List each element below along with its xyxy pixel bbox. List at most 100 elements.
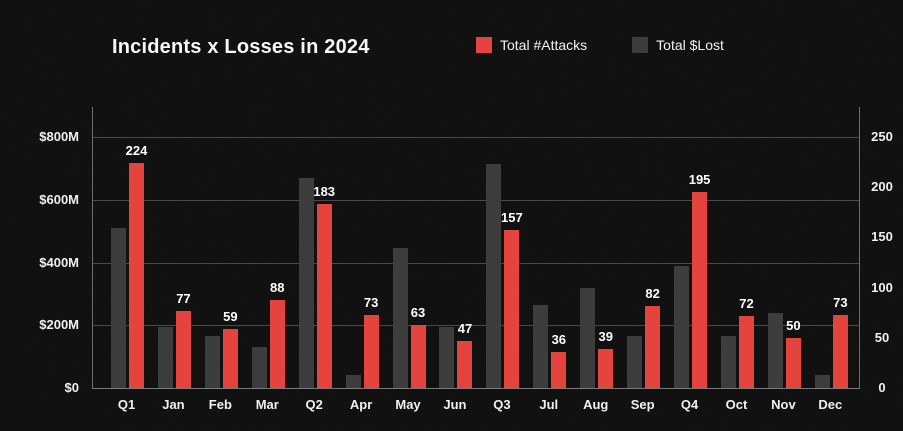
total-attacks-bar: 39 [598,329,614,388]
total-attacks-bar: 88 [269,280,285,388]
attacks-value-label: 224 [125,143,148,158]
total-attacks-bar: 36 [551,332,567,388]
total-lost-bar [767,313,783,388]
legend-item-lost: Total $Lost [632,36,724,53]
bar-group-feb: 59 [204,309,238,388]
bar-group-sep: 82 [627,286,661,388]
x-axis-label-nov: Nov [771,397,796,412]
total-lost-bar [580,288,596,388]
total-lost-bar [392,248,408,388]
attacks-value-label: 59 [223,309,238,324]
total-attacks-bar: 73 [832,295,848,388]
x-axis-label-may: May [395,397,421,412]
left-axis-tick-label: $0 [64,380,79,395]
left-axis: $800M $600M $400M $200M $0 [0,0,79,431]
total-lost-bar [814,375,830,388]
right-axis-tick-label: 250 [871,129,893,144]
total-lost-bar [111,228,126,388]
attacks-value-label: 72 [739,296,754,311]
total-lost-bar [533,305,549,388]
legend: Total #Attacks Total $Lost [476,36,724,53]
total-lost-bar [204,336,220,388]
attacks-value-label: 73 [833,295,848,310]
total-attacks-bar: 195 [689,172,710,388]
x-axis-label-oct: Oct [725,397,748,412]
total-attacks-bar: 63 [410,305,426,388]
total-lost-bar [345,375,361,388]
bars-layer: 224 77 59 88 183 73 63 47 157 36 39 82 195 72 50 73 [93,107,859,388]
attacks-value-label: 39 [598,329,613,344]
x-axis-label-feb: Feb [208,397,232,412]
bar-group-jul: 36 [533,305,567,388]
gridline [93,137,859,138]
x-axis-label-jun: Jun [443,397,467,412]
total-lost-bar [720,336,736,388]
total-lost-bar [627,336,643,388]
total-attacks-bar: 82 [645,286,661,388]
x-axis-label-dec: Dec [818,397,843,412]
attacks-value-label: 183 [313,184,336,199]
lost-swatch-icon [632,36,649,53]
legend-label-attacks: Total #Attacks [500,36,588,53]
x-axis-label-jul: Jul [539,397,559,412]
attacks-value-label: 36 [551,332,567,347]
attacks-swatch-icon [476,36,492,53]
attacks-value-label: 73 [363,295,379,310]
total-attacks-bar: 183 [313,184,335,388]
attacks-value-label: 47 [457,321,473,336]
attacks-value-label: 63 [410,305,426,320]
right-axis: 250 200 150 100 50 0 [864,0,900,431]
x-axis-label-jan: Jan [162,397,185,412]
left-axis-tick-label: $200M [39,317,79,333]
attacks-value-label: 195 [688,172,711,187]
total-lost-bar [486,164,502,388]
total-attacks-bar: 224 [126,143,147,388]
total-attacks-bar: 157 [501,210,523,388]
bar-group-oct: 72 [720,296,754,388]
left-axis-tick-label: $800M [39,129,79,144]
right-axis-tick-label: 50 [874,329,890,345]
x-axis-label-q3: Q3 [493,397,511,412]
bar-group-q2: 183 [298,178,335,388]
x-axis-labels-row: Q1 Jan Feb Mar Q2 Apr May Jun Q3 Jul Aug Sep Q4 Oct No… [92,397,858,412]
right-axis-tick-label: 200 [871,179,893,195]
chart-plot-area: 224 77 59 88 183 73 63 47 157 36 39 82 195 72 50 73 [92,107,860,389]
legend-item-attacks: Total #Attacks [476,36,588,53]
right-axis-tick-label: 150 [871,229,893,245]
total-attacks-bar: 73 [363,295,379,388]
attacks-value-label: 157 [501,210,523,225]
x-axis-label-aug: Aug [583,397,609,412]
right-axis-tick-label: 100 [871,279,893,295]
total-lost-bar [674,266,690,388]
total-lost-bar [157,327,173,388]
gridline [93,199,859,201]
total-attacks-bar: 50 [785,318,801,388]
bar-group-mar: 88 [251,280,285,388]
left-axis-tick-label: $400M [39,254,79,270]
bar-group-q4: 195 [674,172,710,388]
total-attacks-bar: 47 [457,321,473,388]
bar-group-apr: 73 [345,295,379,388]
right-axis-tick-label: 0 [878,380,886,395]
attacks-value-label: 50 [786,318,801,333]
bar-group-dec: 73 [814,295,848,388]
x-axis-label-q2: Q2 [305,397,323,412]
x-axis-label-sep: Sep [630,397,655,412]
total-lost-bar [298,178,314,388]
x-axis-label-q4: Q4 [680,397,699,412]
bar-group-nov: 50 [767,313,801,388]
x-axis-label-apr: Apr [349,397,373,412]
bar-group-q3: 157 [486,164,523,388]
attacks-value-label: 77 [176,291,191,306]
bar-group-may: 63 [392,248,426,388]
bar-group-aug: 39 [580,288,614,388]
x-axis-label-q1: Q1 [117,397,136,412]
total-lost-bar [251,347,267,388]
bar-group-q1: 224 [111,143,147,388]
attacks-value-label: 82 [645,286,660,301]
chart-title: Incidents x Losses in 2024 [112,36,370,58]
total-attacks-bar: 77 [175,291,191,388]
left-axis-tick-label: $600M [39,191,79,207]
total-attacks-bar: 59 [222,309,238,388]
